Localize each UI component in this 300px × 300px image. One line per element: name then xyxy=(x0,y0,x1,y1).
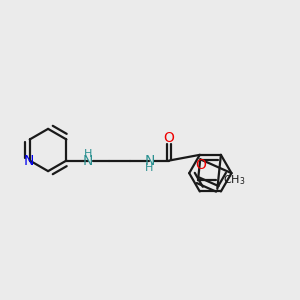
Text: N: N xyxy=(144,154,154,168)
Text: N: N xyxy=(82,154,93,168)
Text: O: O xyxy=(195,158,206,172)
Text: CH$_3$: CH$_3$ xyxy=(223,173,245,187)
Text: O: O xyxy=(164,131,175,145)
Text: N: N xyxy=(24,154,34,168)
Text: H: H xyxy=(145,163,154,172)
Text: H: H xyxy=(84,149,93,159)
